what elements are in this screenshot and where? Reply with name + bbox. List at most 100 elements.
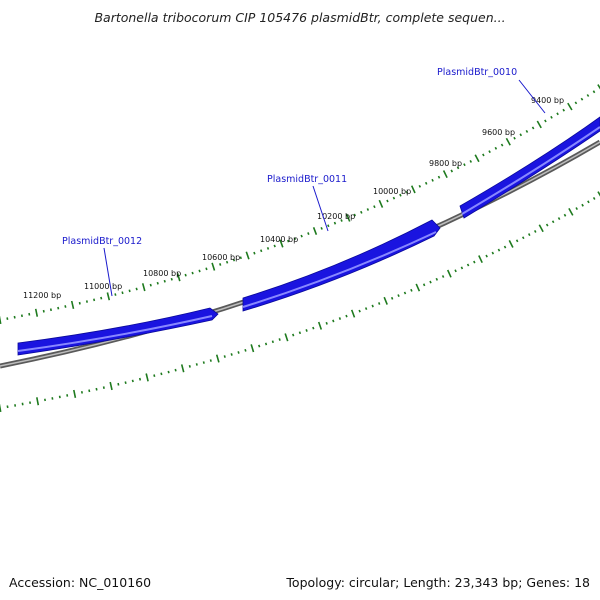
ruler-minor-tick	[102, 386, 105, 389]
ruler-major-tick	[446, 269, 452, 278]
ruler-minor-tick	[503, 245, 507, 249]
ruler-minor-tick	[202, 361, 205, 364]
gene-leader-line	[518, 79, 546, 114]
ruler-minor-tick	[545, 223, 549, 227]
ruler-minor-tick	[580, 97, 584, 101]
ruler-minor-tick	[345, 314, 348, 318]
ruler-minor-tick	[219, 263, 222, 266]
ruler-minor-tick	[418, 184, 422, 188]
ruler-major-tick	[442, 170, 448, 179]
tick-label: 10400 bp	[260, 235, 298, 244]
ruler-minor-tick	[422, 283, 426, 287]
gene-label-plasmidbtr-0011[interactable]: PlasmidBtr_0011	[267, 174, 347, 185]
ruler-minor-tick	[6, 405, 9, 409]
ruler-minor-tick	[191, 271, 194, 275]
gene-arrow-plasmidbtr-0011[interactable]	[242, 219, 441, 312]
gene-arrow-plasmidbtr-0010[interactable]	[459, 116, 600, 219]
ruler-minor-tick	[188, 365, 191, 368]
ruler-minor-tick	[49, 308, 52, 312]
ruler-minor-tick	[300, 234, 303, 238]
tick-label: 11000 bp	[84, 282, 122, 291]
ruler-minor-tick	[131, 379, 134, 383]
ruler-minor-tick	[587, 200, 590, 204]
ruler-major-tick	[284, 333, 289, 342]
tick-labels: 9400 bp 9600 bp 9800 bp 10000 bp 10200 b…	[23, 96, 564, 300]
ruler-minor-tick	[482, 153, 485, 157]
topology-summary: Topology: circular; Length: 23,343 bp; G…	[286, 575, 590, 590]
ruler-minor-tick	[156, 281, 159, 285]
ruler-minor-tick	[525, 130, 529, 133]
tick-label: 10000 bp	[373, 187, 411, 196]
ruler-minor-tick	[271, 340, 274, 344]
ruler-minor-tick	[551, 220, 555, 224]
ruler-minor-tick	[488, 150, 491, 154]
ruler-minor-tick	[88, 389, 91, 393]
gene-label-group-0011[interactable]: PlasmidBtr_0011	[267, 174, 347, 232]
ruler-minor-tick	[364, 307, 368, 311]
ruler-minor-tick	[575, 207, 578, 210]
ruler-minor-tick	[273, 244, 276, 248]
ruler-minor-tick	[28, 312, 31, 316]
ruler-minor-tick	[78, 301, 81, 305]
gene-label-group-0010[interactable]: PlasmidBtr_0010	[437, 67, 546, 114]
ruler-minor-tick	[392, 196, 396, 200]
ruler-minor-tick	[332, 319, 335, 323]
ruler-minor-tick	[338, 317, 342, 320]
ruler-minor-tick	[494, 146, 498, 150]
ruler-minor-tick	[550, 115, 553, 119]
ruler-major-tick	[410, 185, 416, 194]
ruler-minor-tick	[399, 193, 402, 197]
ruler-minor-tick	[278, 338, 281, 341]
ruler-minor-tick	[533, 230, 537, 233]
ruler-minor-tick	[531, 126, 535, 130]
ruler-minor-tick	[515, 239, 519, 243]
ruler-major-tick	[70, 300, 75, 309]
gene-label-plasmidbtr-0010[interactable]: PlasmidBtr_0010	[437, 67, 517, 78]
ruler-minor-tick	[298, 331, 302, 335]
gene-arrow-plasmidbtr-0012[interactable]	[17, 307, 219, 356]
ruler-major-tick	[109, 381, 113, 391]
ruler-minor-tick	[312, 326, 315, 330]
ruler-major-tick	[538, 224, 544, 233]
ruler-major-tick	[176, 273, 181, 282]
ruler-minor-tick	[230, 353, 233, 356]
ruler-major-tick	[378, 199, 384, 208]
ruler-minor-tick	[340, 219, 343, 222]
ruler-minor-tick	[469, 160, 473, 163]
ruler-minor-tick	[358, 309, 361, 313]
ruler-minor-tick	[397, 294, 400, 298]
ruler-minor-tick	[586, 94, 590, 97]
ruler-major-tick	[36, 397, 40, 406]
ruler-minor-tick	[124, 381, 127, 385]
ruler-minor-tick	[456, 166, 460, 170]
ruler-minor-tick	[410, 288, 413, 292]
gene-label-group-0012[interactable]: PlasmidBtr_0012	[62, 236, 142, 297]
tick-label: 10200 bp	[317, 212, 355, 221]
ruler-minor-tick	[431, 178, 434, 182]
ruler-minor-tick	[260, 249, 263, 253]
ruler-minor-tick	[466, 263, 470, 267]
ruler-minor-tick	[209, 359, 212, 362]
ruler-minor-tick	[117, 382, 120, 386]
ruler-minor-tick	[574, 101, 578, 105]
ruler-minor-tick	[405, 190, 409, 194]
ruler-minor-tick	[435, 277, 439, 281]
ruler-minor-tick	[544, 119, 547, 123]
gene-label-plasmidbtr-0012[interactable]: PlasmidBtr_0012	[62, 236, 142, 247]
ruler-minor-tick	[121, 291, 124, 295]
ruler-minor-tick	[258, 344, 261, 348]
ruler-minor-tick	[128, 289, 131, 293]
ruler-major-tick	[145, 373, 149, 382]
ruler-minor-tick	[371, 304, 374, 308]
ruler-minor-tick	[163, 279, 166, 283]
ruler-major-tick	[0, 403, 2, 413]
ruler-minor-tick	[360, 210, 363, 214]
ruler-major-tick	[317, 321, 323, 330]
inner-ruler	[0, 191, 600, 413]
ruler-major-tick	[312, 227, 318, 235]
ruler-minor-tick	[521, 236, 525, 240]
ruler-minor-tick	[325, 321, 328, 325]
ruler-major-tick	[505, 137, 511, 146]
ruler-minor-tick	[441, 275, 445, 278]
ruler-minor-tick	[153, 374, 156, 378]
